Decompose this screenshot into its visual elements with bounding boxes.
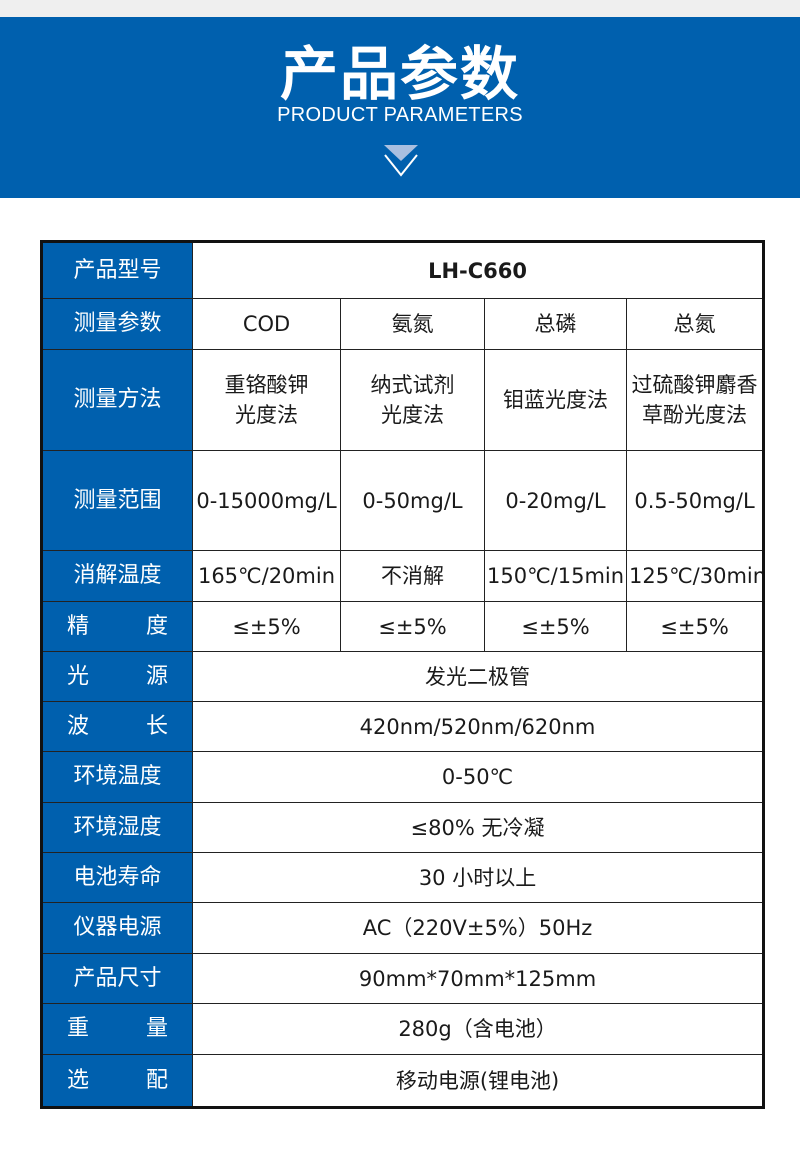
row-value: 不消解 [340, 550, 485, 602]
row-value: 0-50℃ [191, 751, 765, 803]
row-value: 165℃/20min [192, 550, 341, 602]
row-label-text: 仪器电源 [73, 915, 162, 940]
row-value: ≤±5% [484, 601, 627, 652]
spec-row-accuracy: 精度 ≤±5% ≤±5% ≤±5% ≤±5% [41, 601, 765, 652]
spec-row-range: 测量范围 0-15000mg/L 0-50mg/L 0-20mg/L 0.5-50mg/… [41, 450, 765, 551]
row-value: 125℃/30min [625, 550, 765, 602]
spec-row-ambient-humidity: 环境湿度 ≤80% 无冷凝 [41, 802, 765, 853]
row-label: 测量范围 [41, 450, 193, 551]
row-value: 发光二极管 [191, 651, 765, 702]
spec-row-power-supply: 仪器电源 AC（220V±5%）50Hz [41, 902, 765, 954]
row-label-text: 环境温度 [73, 764, 162, 789]
spec-row-digestion-temp: 消解温度 165℃/20min 不消解 150℃/15min 125℃/30min [41, 550, 765, 602]
row-label: 光源 [41, 651, 193, 702]
row-label-text: 光源 [67, 663, 168, 689]
chevron-down-icon [384, 145, 418, 177]
row-label: 仪器电源 [41, 902, 193, 954]
spec-row-model: 产品型号 LH-C660 [41, 241, 765, 299]
spec-row-parameter: 测量参数 COD 氨氮 总磷 总氮 [41, 298, 765, 350]
row-label: 产品尺寸 [41, 953, 193, 1004]
page-title: 产品参数 [279, 40, 520, 108]
row-label-text: 产品尺寸 [73, 965, 162, 991]
row-label-text: 重量 [67, 1016, 168, 1041]
row-value: 0.5-50mg/L [625, 450, 765, 551]
spec-row-weight: 重量 280g（含电池） [41, 1003, 765, 1055]
row-value: ≤±5% [625, 601, 765, 652]
row-value: 90mm*70mm*125mm [191, 953, 765, 1004]
row-label-text: 测量参数 [73, 311, 162, 336]
row-label: 产品型号 [41, 241, 193, 299]
row-label-text: 精度 [67, 613, 168, 639]
page-subtitle: PRODUCT PARAMETERS [277, 104, 523, 126]
row-label: 选配 [41, 1054, 193, 1108]
row-label: 环境温度 [41, 751, 193, 803]
row-label-text: 产品型号 [73, 257, 162, 283]
spec-row-method: 测量方法 重铬酸钾 光度法 纳式试剂 光度法 钼蓝光度法 过硫酸钾麝香 草酚光度法 [41, 349, 765, 451]
row-value: 0-20mg/L [484, 450, 627, 551]
header-banner: 产品参数 PRODUCT PARAMETERS [0, 17, 800, 198]
row-value: ≤80% 无冷凝 [191, 802, 765, 853]
row-label: 波长 [41, 701, 193, 752]
row-label: 电池寿命 [41, 852, 193, 903]
row-label: 精度 [41, 601, 193, 652]
row-value: COD [192, 298, 341, 350]
row-value: 移动电源(锂电池) [191, 1054, 765, 1108]
row-value: 钼蓝光度法 [484, 349, 627, 451]
row-value: LH-C660 [191, 241, 765, 299]
row-value: 总氮 [625, 298, 765, 350]
row-value: AC（220V±5%）50Hz [191, 902, 765, 954]
row-label: 测量方法 [41, 349, 193, 451]
row-label-text: 环境湿度 [73, 814, 162, 840]
row-value: ≤±5% [340, 601, 485, 652]
row-value: 重铬酸钾 光度法 [192, 349, 341, 451]
row-label: 环境湿度 [41, 802, 193, 853]
row-value: 280g（含电池） [191, 1003, 765, 1055]
row-value: 150℃/15min [484, 550, 627, 602]
row-label: 测量参数 [41, 298, 193, 350]
row-value: 0-50mg/L [340, 450, 485, 551]
spec-row-optional-accessory: 选配 移动电源(锂电池) [41, 1054, 765, 1108]
spec-row-light-source: 光源 发光二极管 [41, 651, 765, 702]
row-label-text: 电池寿命 [73, 864, 162, 890]
row-label: 消解温度 [41, 550, 193, 602]
row-value: 0-15000mg/L [192, 450, 341, 551]
row-label-text: 消解温度 [73, 563, 162, 588]
row-value: 纳式试剂 光度法 [340, 349, 485, 451]
spec-row-battery-life: 电池寿命 30 小时以上 [41, 852, 765, 903]
row-label-text: 选配 [67, 1067, 168, 1093]
row-value: 过硫酸钾麝香 草酚光度法 [625, 349, 765, 451]
row-label-text: 波长 [67, 713, 168, 739]
row-value: ≤±5% [192, 601, 341, 652]
row-label-text: 测量范围 [73, 487, 162, 513]
row-value: 总磷 [484, 298, 627, 350]
spec-row-wavelength: 波长 420nm/520nm/620nm [41, 701, 765, 752]
spec-row-dimensions: 产品尺寸 90mm*70mm*125mm [41, 953, 765, 1004]
row-value: 420nm/520nm/620nm [191, 701, 765, 752]
top-strip [0, 0, 800, 17]
spec-table: 产品型号 LH-C660 测量参数 COD 氨氮 总磷 总氮测量方法 重铬酸钾 光度法 纳式试剂… [40, 240, 766, 1109]
row-label: 重量 [41, 1003, 193, 1055]
row-value: 氨氮 [340, 298, 485, 350]
row-value: 30 小时以上 [191, 852, 765, 903]
row-label-text: 测量方法 [73, 387, 162, 412]
spec-row-ambient-temp: 环境温度 0-50℃ [41, 751, 765, 803]
